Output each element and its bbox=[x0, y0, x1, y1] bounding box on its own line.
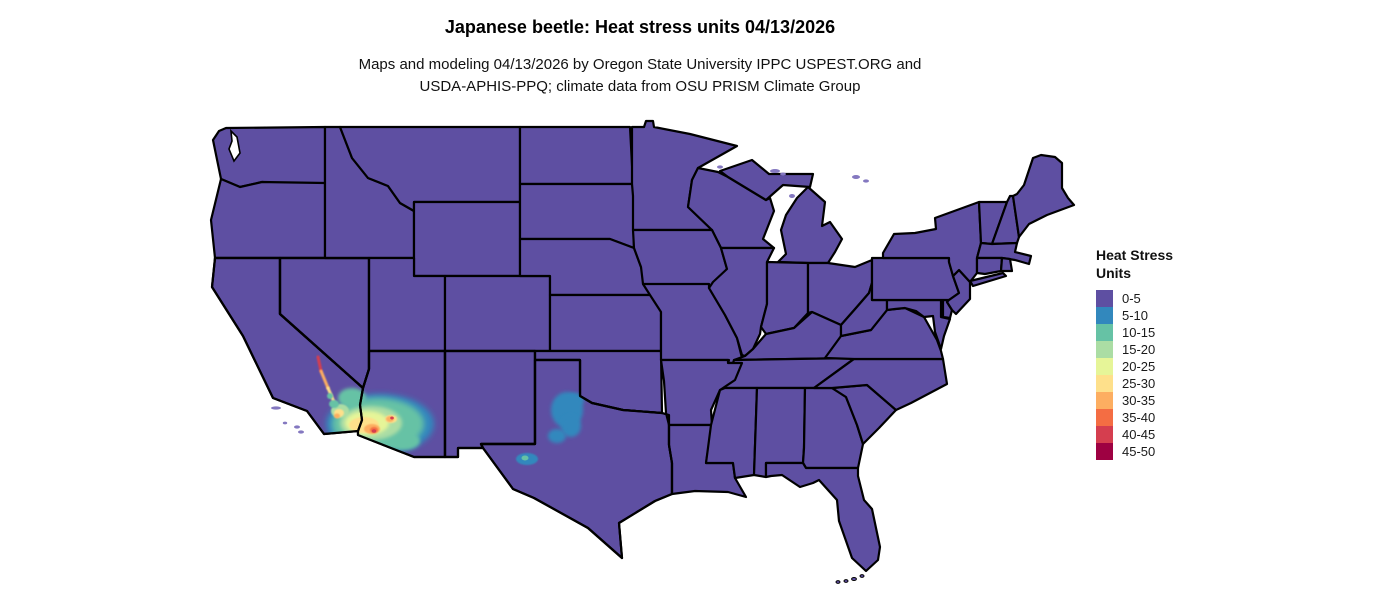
legend-title-line-1: Heat Stress bbox=[1096, 247, 1174, 263]
legend-label: 0-5 bbox=[1122, 291, 1141, 306]
state-border-tx bbox=[479, 358, 674, 560]
state-borders-overlay bbox=[210, 256, 674, 560]
state-co bbox=[443, 274, 552, 353]
island bbox=[298, 430, 304, 434]
legend-swatch bbox=[1096, 409, 1113, 426]
state-wa bbox=[211, 125, 327, 189]
island bbox=[271, 406, 281, 410]
states-layer bbox=[209, 119, 1076, 573]
heat-blob bbox=[548, 429, 566, 443]
florida-keys bbox=[835, 574, 865, 584]
island bbox=[863, 179, 869, 183]
legend-swatch bbox=[1096, 307, 1113, 324]
map-subtitle: Maps and modeling 04/13/2026 by Oregon S… bbox=[0, 54, 1280, 98]
heat-overlay-texas bbox=[516, 392, 584, 465]
florida-key-island bbox=[843, 579, 849, 583]
legend-entry: 20-25 bbox=[1096, 358, 1173, 375]
legend-entry: 0-5 bbox=[1096, 290, 1173, 307]
legend-label: 25-30 bbox=[1122, 376, 1156, 391]
subtitle-line-2: USDA-APHIS-PPQ; climate data from OSU PR… bbox=[419, 78, 861, 95]
florida-key-island bbox=[859, 574, 865, 578]
state-wy bbox=[412, 200, 522, 278]
state-nj bbox=[945, 268, 972, 316]
legend-swatch bbox=[1096, 392, 1113, 409]
legend-entry: 30-35 bbox=[1096, 392, 1173, 409]
legend-title-line-2: Units bbox=[1096, 265, 1131, 281]
heat-blob bbox=[338, 388, 366, 408]
heat-blob bbox=[388, 432, 420, 450]
legend-label: 15-20 bbox=[1122, 342, 1156, 357]
state-pa bbox=[870, 256, 961, 302]
island bbox=[717, 165, 723, 169]
legend-title: Heat Stress Units bbox=[1096, 246, 1173, 282]
island bbox=[780, 172, 786, 176]
legend-swatch bbox=[1096, 375, 1113, 392]
legend-entries: 0-5 5-10 10-15 15-20 20-25 25-30 30-35 35-40 40-… bbox=[1096, 290, 1173, 460]
island bbox=[852, 175, 860, 179]
state-li bbox=[968, 271, 1008, 288]
state-me bbox=[1011, 153, 1076, 239]
legend-swatch bbox=[1096, 341, 1113, 358]
legend-entry: 35-40 bbox=[1096, 409, 1173, 426]
legend-swatch bbox=[1096, 443, 1113, 460]
legend-label: 35-40 bbox=[1122, 410, 1156, 425]
heat-blob bbox=[561, 415, 581, 437]
legend-entry: 40-45 bbox=[1096, 426, 1173, 443]
legend-swatch bbox=[1096, 358, 1113, 375]
heat-blob bbox=[521, 455, 529, 461]
legend-swatch bbox=[1096, 426, 1113, 443]
heat-blob bbox=[371, 429, 377, 433]
state-ia bbox=[631, 228, 729, 290]
florida-key-island bbox=[835, 580, 841, 584]
legend-label: 20-25 bbox=[1122, 359, 1156, 374]
state-ms bbox=[704, 386, 759, 480]
state-fl bbox=[764, 461, 882, 573]
legend-label: 5-10 bbox=[1122, 308, 1149, 323]
legend-entry: 25-30 bbox=[1096, 375, 1173, 392]
island bbox=[282, 421, 288, 425]
legend: Heat Stress Units 0-5 5-10 10-15 15-20 20-25 2… bbox=[1096, 246, 1173, 460]
heat-blob bbox=[327, 393, 333, 399]
islands-layer bbox=[271, 165, 869, 434]
state-ks bbox=[548, 293, 663, 353]
florida-key-island bbox=[851, 577, 857, 581]
state-nm bbox=[443, 349, 537, 459]
heat-strip bbox=[316, 355, 323, 373]
legend-entry: 10-15 bbox=[1096, 324, 1173, 341]
legend-label: 30-35 bbox=[1122, 393, 1156, 408]
island bbox=[770, 169, 780, 173]
state-mi bbox=[776, 185, 844, 265]
legend-label: 45-50 bbox=[1122, 444, 1156, 459]
state-nd bbox=[518, 125, 635, 186]
legend-entry: 15-20 bbox=[1096, 341, 1173, 358]
state-ri bbox=[999, 256, 1014, 273]
state-miup bbox=[718, 158, 815, 202]
heat-overlay-southwest bbox=[316, 355, 434, 454]
legend-swatch bbox=[1096, 290, 1113, 307]
legend-entry: 45-50 bbox=[1096, 443, 1173, 460]
puget-sound bbox=[228, 128, 241, 163]
heat-blob bbox=[334, 413, 340, 419]
island bbox=[294, 425, 300, 429]
island bbox=[789, 194, 795, 198]
state-ct bbox=[975, 256, 1004, 276]
heat-strip bbox=[319, 369, 330, 390]
state-or bbox=[209, 177, 327, 260]
state-ar bbox=[659, 358, 744, 427]
subtitle-line-1: Maps and modeling 04/13/2026 by Oregon S… bbox=[358, 56, 922, 73]
map-title: Japanese beetle: Heat stress units 04/13… bbox=[444, 17, 836, 37]
legend-entry: 5-10 bbox=[1096, 307, 1173, 324]
heat-blob bbox=[390, 416, 394, 420]
legend-label: 40-45 bbox=[1122, 427, 1156, 442]
legend-label: 10-15 bbox=[1122, 325, 1156, 340]
heat-blob bbox=[329, 400, 339, 408]
legend-swatch bbox=[1096, 324, 1113, 341]
